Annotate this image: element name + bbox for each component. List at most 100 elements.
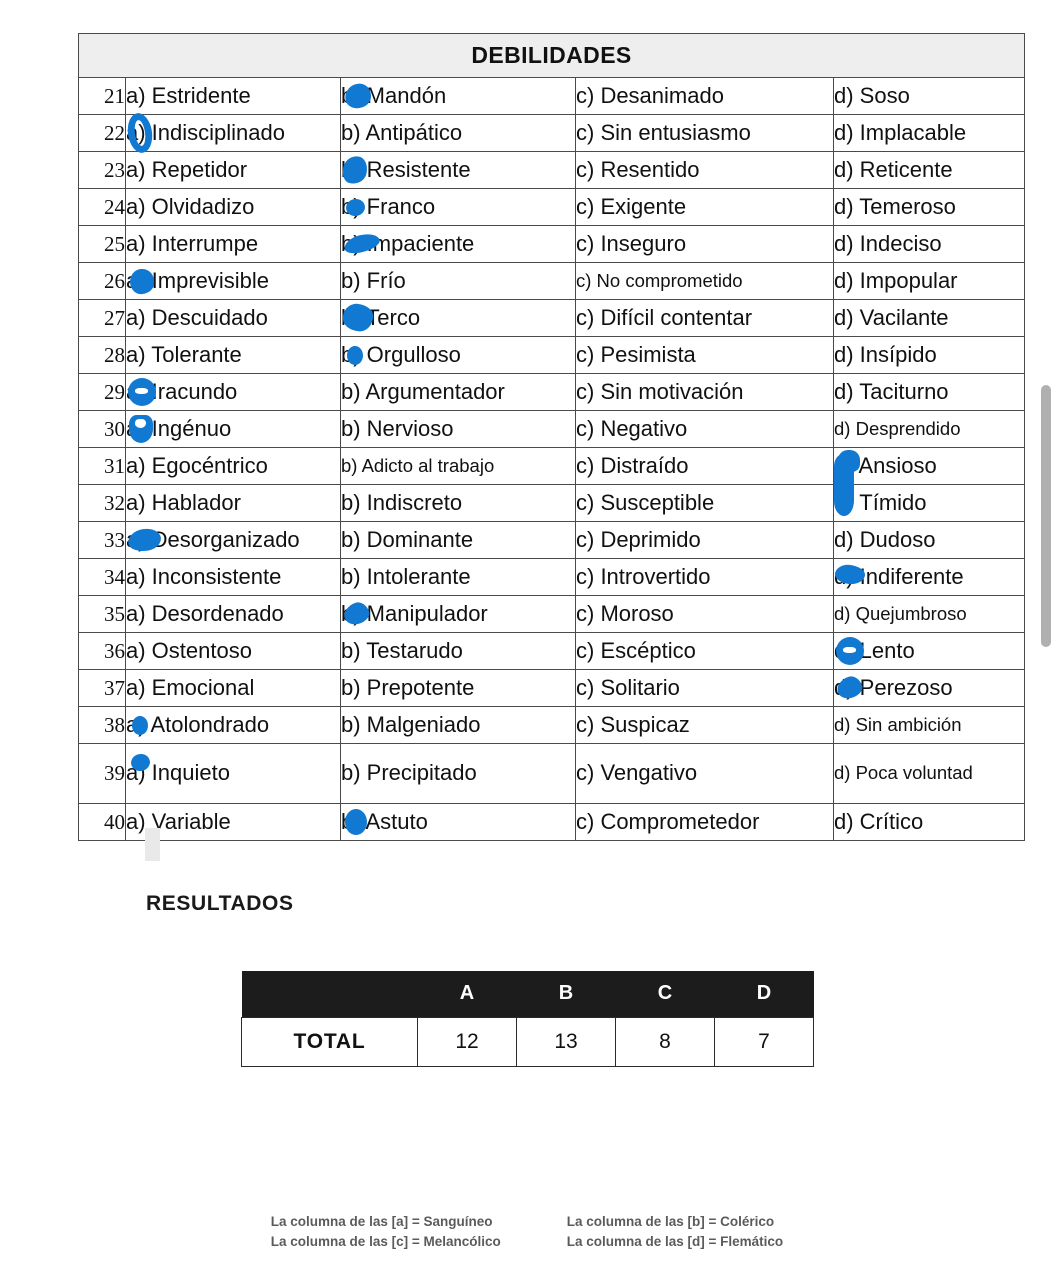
option-cell-d[interactable]: d) Quejumbroso <box>832 595 1026 633</box>
table-row: 27 a) Descuidado b) Terco c) Difícil conten… <box>78 299 1026 337</box>
option-cell-b[interactable]: b) Resistente <box>339 151 576 189</box>
option-cell-d[interactable]: d) Crítico <box>832 803 1026 841</box>
option-cell-d[interactable]: d) Soso <box>832 77 1026 115</box>
option-cell-b[interactable]: b) Astuto <box>340 803 576 841</box>
option-cell-c[interactable]: c) Vengativo <box>575 743 834 804</box>
option-label-c: c) No comprometido <box>576 269 743 291</box>
option-cell-c[interactable]: c) Distraído <box>575 447 834 485</box>
option-cell-a[interactable]: a) Tolerante <box>125 336 341 374</box>
option-cell-b[interactable]: b) Dominante <box>340 521 576 559</box>
option-cell-b[interactable]: b) Mandón <box>340 77 576 115</box>
option-cell-d[interactable]: d) Implacable <box>832 114 1026 152</box>
option-cell-d[interactable]: d) Ansioso <box>832 447 1026 516</box>
option-cell-a[interactable]: a) Atolondrado <box>125 706 341 744</box>
option-cell-a[interactable]: a) Ingénuo <box>125 410 341 448</box>
option-cell-b[interactable]: b) Terco <box>340 299 576 337</box>
legend-line-d: La columna de las [d] = Flemático <box>566 1233 784 1249</box>
table-row: 31 a) Egocéntrico b) Adicto al trabajo c) D… <box>78 447 1026 516</box>
option-cell-d[interactable]: d) Lento <box>832 632 1026 670</box>
option-cell-b[interactable]: b) Impaciente <box>340 225 576 263</box>
option-cell-c[interactable]: c) Introvertido <box>575 558 834 596</box>
option-cell-b[interactable]: b) Testarudo <box>340 632 576 670</box>
option-cell-c[interactable]: c) Escéptico <box>575 632 834 670</box>
option-cell-d[interactable]: d) Dudoso <box>832 521 1026 559</box>
option-cell-b[interactable]: b) Frío <box>340 262 576 300</box>
option-cell-a[interactable]: a) Imprevisible <box>125 262 341 300</box>
option-cell-c[interactable]: c) Sin entusiasmo <box>575 114 834 152</box>
option-cell-b[interactable]: b) Prepotente <box>340 669 576 707</box>
debilidades-table-wrapper: DEBILIDADES 21 a) Estridente b) Mandón c) D… <box>77 33 1026 841</box>
option-cell-c[interactable]: c) Solitario <box>575 669 834 707</box>
option-cell-c[interactable]: c) Deprimido <box>575 521 834 559</box>
option-cell-b[interactable]: b) Nervioso <box>340 410 576 448</box>
option-cell-a[interactable]: a) Iracundo <box>125 373 341 411</box>
option-cell-c[interactable]: c) Moroso <box>575 595 834 633</box>
option-cell-a[interactable]: a) Interrumpe <box>125 225 341 263</box>
option-cell-c[interactable]: c) Exigente <box>575 188 834 226</box>
option-cell-b[interactable]: b) Franco <box>340 188 576 226</box>
option-cell-a[interactable]: a) Hablador <box>125 484 341 522</box>
option-cell-d[interactable]: d) Temeroso <box>832 188 1026 226</box>
option-cell-b[interactable]: b) Manipulador <box>340 595 576 633</box>
option-cell-b[interactable]: b) Argumentador <box>340 373 576 411</box>
option-cell-a[interactable]: a) Egocéntrico <box>125 447 341 485</box>
option-cell-a[interactable]: a) Inquieto <box>125 743 341 804</box>
option-cell-c[interactable]: c) Inseguro <box>575 225 834 263</box>
option-cell-b[interactable]: b) Orgulloso <box>340 336 576 374</box>
option-cell-b[interactable]: b) Indiscreto <box>340 484 576 522</box>
option-cell-c[interactable]: c) Susceptible <box>575 484 834 522</box>
option-cell-a[interactable]: a) Ostentoso <box>125 632 341 670</box>
option-cell-a[interactable]: a) Estridente <box>125 77 341 115</box>
option-cell-a[interactable]: a) Desorganizado <box>125 521 341 559</box>
option-label-c: c) Sin entusiasmo <box>576 119 751 145</box>
option-cell-a[interactable]: a) Desordenado <box>125 595 341 633</box>
option-cell-c[interactable]: c) No comprometido <box>575 262 834 300</box>
vertical-scrollbar-thumb[interactable] <box>1041 385 1051 647</box>
table-row: 28 a) Tolerante b) Orgulloso c) Pesimista d)… <box>78 336 1026 374</box>
vertical-scrollbar-track[interactable] <box>1038 0 1054 1280</box>
row-number: 31 <box>78 447 126 485</box>
option-cell-b[interactable]: b) Malgeniado <box>340 706 576 744</box>
option-cell-a[interactable]: a) Indisciplinado <box>125 111 341 155</box>
option-cell-b[interactable]: b) Adicto al trabajo <box>340 447 576 485</box>
option-cell-c[interactable]: c) Desanimado <box>575 77 834 115</box>
option-cell-c[interactable]: c) Suspicaz <box>575 706 834 744</box>
option-cell-a[interactable]: a) Variable <box>125 803 341 841</box>
option-cell-c[interactable]: c) Pesimista <box>575 336 834 374</box>
option-label-d: d) Insípido <box>834 341 937 367</box>
option-cell-b[interactable]: b) Precipitado <box>340 743 576 804</box>
option-cell-d[interactable]: d) Perezoso <box>832 669 1026 707</box>
option-cell-a[interactable]: a) Descuidado <box>125 299 341 337</box>
option-cell-b[interactable]: b) Antipático <box>340 114 576 152</box>
option-cell-b[interactable]: b) Intolerante <box>340 558 576 596</box>
row-number: 25 <box>78 225 126 263</box>
option-cell-d[interactable]: d) Insípido <box>832 336 1026 374</box>
option-cell-c[interactable]: c) Comprometedor <box>575 803 834 841</box>
debilidades-table: DEBILIDADES 21 a) Estridente b) Mandón c) D… <box>77 33 1026 841</box>
legend-line-b: La columna de las [b] = Colérico <box>566 1214 775 1229</box>
option-cell-a[interactable]: a) Olvidadizo <box>125 188 341 226</box>
option-cell-d[interactable]: d) Reticente <box>832 151 1026 189</box>
legend-line-c: La columna de las [c] = Melancólico <box>270 1233 501 1249</box>
option-cell-d[interactable]: d) Poca voluntad <box>832 743 1026 804</box>
option-label-d: d) Impopular <box>834 267 958 293</box>
option-cell-c[interactable]: c) Difícil contentar <box>575 299 834 337</box>
option-cell-a[interactable]: a) Inconsistente <box>125 558 341 596</box>
option-cell-d[interactable]: d) Taciturno <box>832 373 1026 411</box>
results-total-c: 8 <box>615 1016 715 1067</box>
option-cell-c[interactable]: c) Sin motivación <box>575 373 834 411</box>
option-cell-d[interactable]: d) Tímido <box>832 484 1026 522</box>
option-cell-d[interactable]: d) Vacilante <box>832 299 1026 337</box>
option-cell-a[interactable]: a) Emocional <box>125 669 341 707</box>
option-cell-a[interactable]: a) Repetidor <box>125 151 341 189</box>
option-cell-d[interactable]: d) Desprendido <box>832 410 1026 448</box>
option-cell-c[interactable]: c) Negativo <box>575 410 834 448</box>
option-cell-d[interactable]: d) Impopular <box>832 262 1026 300</box>
option-cell-c[interactable]: c) Resentido <box>575 151 834 189</box>
option-label-b: b) Nervioso <box>341 415 454 441</box>
option-cell-d[interactable]: d) Indiferente <box>832 558 1026 596</box>
option-label-c: c) Pesimista <box>576 341 696 367</box>
option-cell-d[interactable]: d) Indeciso <box>832 225 1026 263</box>
results-header-b: B <box>516 971 616 1017</box>
option-cell-d[interactable]: d) Sin ambición <box>832 706 1026 744</box>
